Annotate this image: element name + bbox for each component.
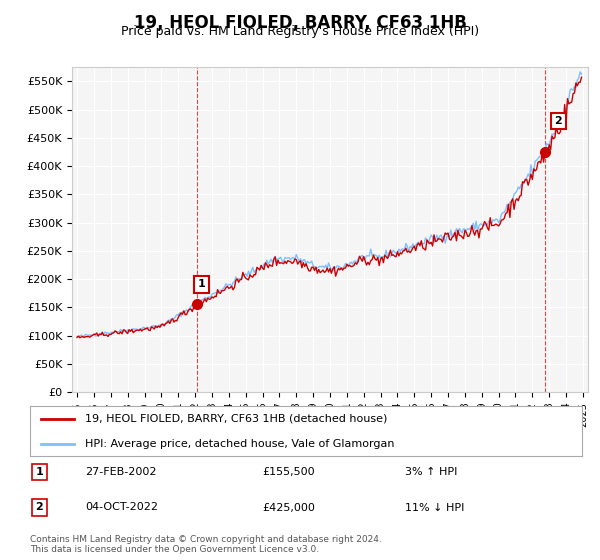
Text: HPI: Average price, detached house, Vale of Glamorgan: HPI: Average price, detached house, Vale… xyxy=(85,439,395,449)
Text: 2: 2 xyxy=(554,116,562,126)
Text: 2: 2 xyxy=(35,502,43,512)
Text: Contains HM Land Registry data © Crown copyright and database right 2024.
This d: Contains HM Land Registry data © Crown c… xyxy=(30,535,382,554)
Text: 19, HEOL FIOLED, BARRY, CF63 1HB (detached house): 19, HEOL FIOLED, BARRY, CF63 1HB (detach… xyxy=(85,414,388,423)
Text: 04-OCT-2022: 04-OCT-2022 xyxy=(85,502,158,512)
Text: £425,000: £425,000 xyxy=(262,502,315,512)
Text: 19, HEOL FIOLED, BARRY, CF63 1HB: 19, HEOL FIOLED, BARRY, CF63 1HB xyxy=(134,14,466,32)
Text: 1: 1 xyxy=(35,467,43,477)
Text: Price paid vs. HM Land Registry's House Price Index (HPI): Price paid vs. HM Land Registry's House … xyxy=(121,25,479,38)
Text: 1: 1 xyxy=(197,279,205,290)
Text: 27-FEB-2002: 27-FEB-2002 xyxy=(85,467,157,477)
Text: 3% ↑ HPI: 3% ↑ HPI xyxy=(406,467,458,477)
Text: 11% ↓ HPI: 11% ↓ HPI xyxy=(406,502,465,512)
Text: £155,500: £155,500 xyxy=(262,467,314,477)
